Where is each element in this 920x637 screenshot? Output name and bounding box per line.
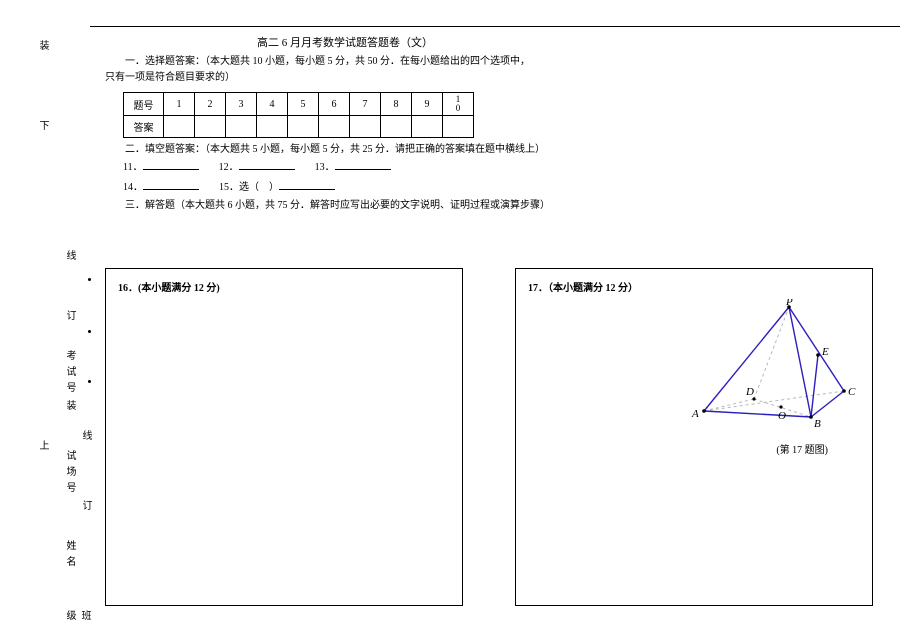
exam-title: 高二 6 月月考数学试题答题卷（文）: [135, 34, 555, 50]
section3-heading: 三．解答题（本大题共 6 小题，共 75 分．解答时应写出必要的文字说明、证明过…: [105, 198, 595, 214]
answer-boxes: 16．(本小题满分 12 分) 17．（本小题满分 12 分）: [105, 268, 873, 606]
fill-blank-line: 14． 15．选（ ）: [123, 178, 555, 198]
table-cell[interactable]: [288, 116, 319, 138]
binding-mark: 装: [35, 40, 50, 56]
binding-label-name: 姓名: [62, 540, 77, 572]
vertex-P: P: [785, 299, 793, 308]
blank-13[interactable]: [335, 160, 391, 170]
table-cell[interactable]: [257, 116, 288, 138]
binding-mark: 订: [78, 500, 93, 516]
section1-heading: 一．选择题答案：（本大题共 10 小题，每小题 5 分，共 50 分．在每小题给…: [105, 54, 555, 70]
table-cell[interactable]: [412, 116, 443, 138]
mcq-answer-table: 题号 1 2 3 4 5 6 7 8 9 10 答案: [123, 92, 474, 138]
vertex-D: D: [745, 386, 754, 398]
decoration-dot: [88, 278, 91, 281]
table-col: 2: [195, 93, 226, 116]
table-col: 8: [381, 93, 412, 116]
table-cell[interactable]: [443, 116, 474, 138]
vertex-B: B: [814, 418, 821, 430]
vertex-E: E: [821, 346, 829, 358]
page-top-rule: [90, 26, 900, 27]
vertex-C: C: [848, 386, 856, 398]
binding-mark: 装: [62, 400, 77, 416]
binding-mark: 线: [62, 250, 77, 266]
binding-mark: 下: [35, 120, 50, 136]
binding-mark: 订: [62, 310, 77, 326]
table-cell[interactable]: [164, 116, 195, 138]
table-col-10: 10: [443, 93, 474, 116]
table-col: 6: [319, 93, 350, 116]
decoration-dot: [88, 380, 91, 383]
table-cell[interactable]: [381, 116, 412, 138]
fill-blank-line: 11． 12． 13．: [123, 158, 555, 178]
table-cell[interactable]: [319, 116, 350, 138]
table-col: 9: [412, 93, 443, 116]
table-cell[interactable]: [195, 116, 226, 138]
table-col: 7: [350, 93, 381, 116]
table-row-header: 答案: [124, 116, 164, 138]
binding-label-roomno: 试场号: [62, 450, 77, 498]
section1-tail: 只有一项是符合题目要求的）: [105, 70, 555, 86]
table-row-header: 题号: [124, 93, 164, 116]
q17-figure: P E C B O D A: [686, 299, 866, 439]
q16-title: 16．(本小题满分 12 分): [118, 279, 450, 294]
table-col: 3: [226, 93, 257, 116]
blank-14[interactable]: [143, 180, 199, 190]
blank-15[interactable]: [279, 180, 335, 190]
table-col: 5: [288, 93, 319, 116]
decoration-dot: [88, 330, 91, 333]
blank-11[interactable]: [143, 160, 199, 170]
content-area: 高二 6 月月考数学试题答题卷（文） 一．选择题答案：（本大题共 10 小题，每…: [105, 34, 895, 214]
blank-12[interactable]: [239, 160, 295, 170]
table-col: 1: [164, 93, 195, 116]
vertex-O: O: [778, 410, 786, 422]
q17-figure-caption: (第 17 题图): [776, 441, 828, 456]
binding-mark: 上: [35, 440, 50, 456]
table-cell[interactable]: [226, 116, 257, 138]
q17-box[interactable]: 17．（本小题满分 12 分）: [515, 268, 873, 606]
binding-label-class: 班级: [62, 610, 92, 637]
binding-label-examno: 考试号: [62, 350, 77, 398]
table-cell[interactable]: [350, 116, 381, 138]
q16-box[interactable]: 16．(本小题满分 12 分): [105, 268, 463, 606]
section2-heading: 二．填空题答案：（本大题共 5 小题，每小题 5 分，共 25 分．请把正确的答…: [105, 142, 595, 158]
q17-title: 17．（本小题满分 12 分）: [528, 279, 860, 294]
vertex-A: A: [691, 408, 699, 420]
binding-mark: 线: [78, 430, 93, 446]
table-col: 4: [257, 93, 288, 116]
